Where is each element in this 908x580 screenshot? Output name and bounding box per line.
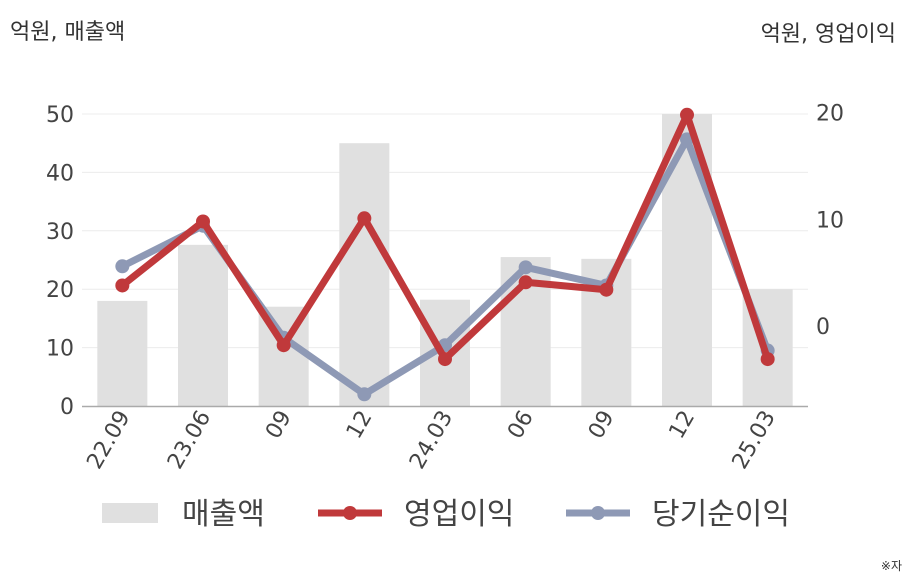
operating-profit-point-2 — [196, 214, 210, 229]
operating-profit-point-1 — [115, 278, 130, 293]
net-income-point-1 — [115, 259, 130, 274]
x-tick-label: 24.03 — [405, 407, 458, 474]
bar-2 — [178, 244, 228, 406]
left-axis-unit-label: 억원, 매출액 — [10, 20, 126, 45]
y-left-tick-label: 50 — [46, 103, 74, 128]
x-tick-label: 22.09 — [82, 407, 135, 474]
legend-label-sales: 매출액 — [182, 497, 265, 532]
x-tick-label: 06 — [503, 407, 539, 444]
y-left-tick-label: 0 — [60, 395, 74, 420]
line-series — [115, 107, 775, 402]
operating-profit-point-8 — [680, 107, 694, 122]
y-left-tick-label: 40 — [46, 161, 74, 186]
x-tick-label: 09 — [261, 407, 297, 444]
legend-label-net-income: 당기순이익 — [652, 497, 790, 532]
legend-marker-net-income — [591, 506, 605, 520]
right-y-axis-ticks: 0 10 20 — [816, 102, 844, 340]
y-left-tick-label: 20 — [46, 278, 74, 303]
x-tick-label: 12 — [665, 407, 701, 444]
footnote: ※자 — [880, 559, 902, 573]
operating-profit-point-3 — [276, 338, 291, 353]
y-right-tick-label: 10 — [816, 208, 844, 233]
x-tick-label: 23.06 — [163, 407, 216, 474]
legend: 매출액 영업이익 당기순이익 — [102, 497, 790, 532]
legend-label-operating-profit: 영업이익 — [404, 497, 514, 532]
legend-swatch-sales — [102, 503, 158, 523]
y-right-tick-label: 0 — [816, 315, 830, 340]
operating-profit-point-5 — [438, 352, 452, 367]
x-axis-ticks: 22.09 23.06 09 12 24.03 06 09 12 25.03 — [82, 407, 780, 474]
x-tick-label: 25.03 — [728, 407, 781, 474]
bar-4 — [339, 143, 390, 406]
net-income-point-6 — [518, 260, 533, 275]
operating-profit-point-6 — [518, 275, 533, 290]
right-axis-unit-label: 억원, 영업이익 — [760, 22, 896, 47]
x-tick-label: 12 — [342, 407, 378, 444]
y-left-tick-label: 10 — [46, 337, 74, 362]
left-y-axis-ticks: 0 10 20 30 40 50 — [46, 103, 74, 420]
x-tick-label: 09 — [584, 407, 620, 444]
y-right-tick-label: 20 — [816, 102, 844, 127]
bar-1 — [97, 300, 148, 406]
operating-profit-point-9 — [760, 352, 775, 367]
y-left-tick-label: 30 — [46, 220, 74, 245]
legend-marker-operating-profit — [343, 506, 357, 520]
operating-profit-point-7 — [599, 282, 614, 297]
net-income-point-4 — [357, 387, 372, 402]
operating-profit-point-4 — [357, 211, 372, 226]
